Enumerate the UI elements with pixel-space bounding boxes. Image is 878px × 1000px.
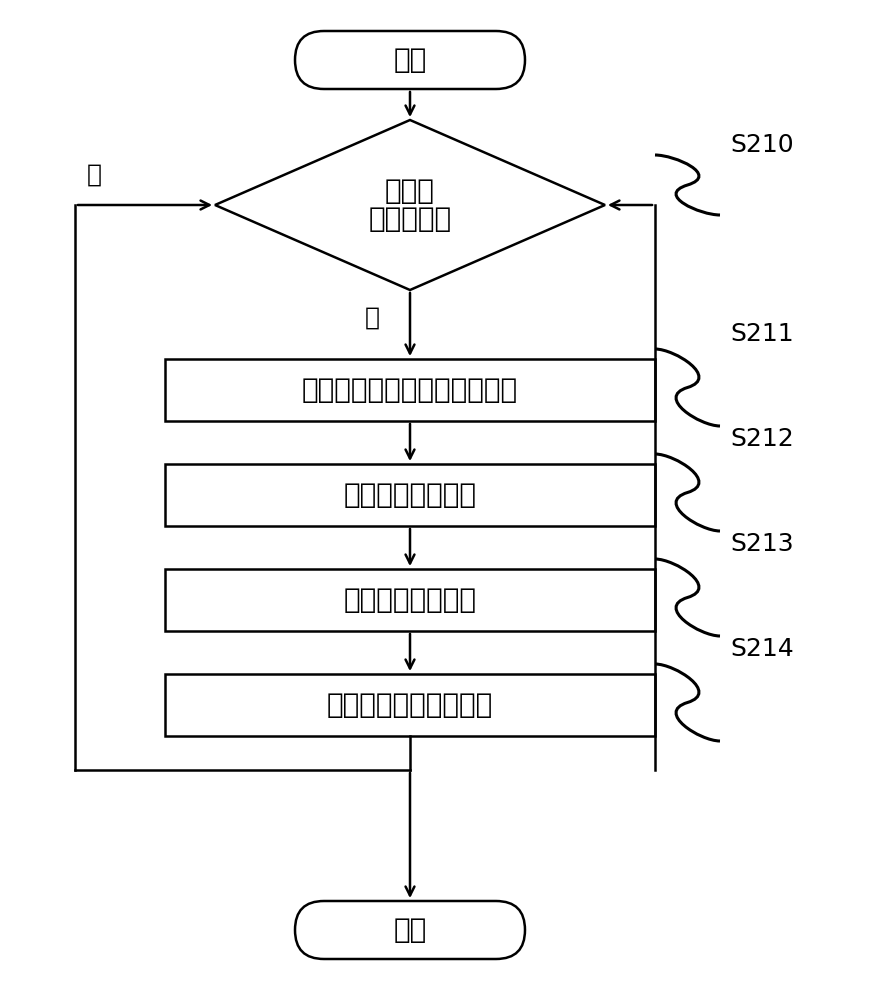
Text: 否: 否 [87, 163, 102, 187]
Text: 载入加扰运算配置: 载入加扰运算配置 [343, 481, 476, 509]
Text: 是: 是 [364, 306, 379, 330]
Text: S212: S212 [729, 427, 793, 451]
Bar [165, 359, 654, 421]
Bar [165, 674, 654, 736]
Text: 是否有加载: 是否有加载 [368, 205, 451, 233]
Bar [165, 569, 654, 631]
Text: 结束: 结束 [393, 916, 426, 944]
Text: 添加新的配置项到系统: 添加新的配置项到系统 [327, 691, 493, 719]
FancyBboxPatch shape [295, 31, 524, 89]
Text: S214: S214 [729, 637, 793, 661]
Text: 配置项: 配置项 [385, 177, 435, 205]
Bar [165, 464, 654, 526]
Text: S211: S211 [729, 322, 793, 346]
Text: 载入该项敏感数据的识别配置: 载入该项敏感数据的识别配置 [302, 376, 517, 404]
Text: 开始: 开始 [393, 46, 426, 74]
Polygon shape [215, 120, 604, 290]
Text: S213: S213 [729, 532, 793, 556]
FancyBboxPatch shape [295, 901, 524, 959]
Text: 载入加密运算配置: 载入加密运算配置 [343, 586, 476, 614]
Text: S210: S210 [729, 133, 793, 157]
